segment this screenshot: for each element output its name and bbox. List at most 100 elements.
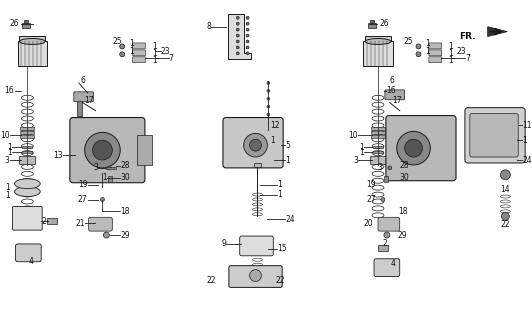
Text: 7: 7 <box>169 54 173 63</box>
FancyBboxPatch shape <box>15 244 41 262</box>
Text: 1: 1 <box>5 191 10 200</box>
Text: 1: 1 <box>129 47 134 56</box>
FancyBboxPatch shape <box>13 206 42 230</box>
Text: 3: 3 <box>94 164 98 172</box>
Text: 4: 4 <box>390 259 395 268</box>
Bar <box>20 127 34 130</box>
Text: 30: 30 <box>400 173 410 182</box>
FancyBboxPatch shape <box>429 57 442 63</box>
Text: 1: 1 <box>522 136 527 145</box>
Text: 30: 30 <box>120 173 130 182</box>
Text: 8: 8 <box>206 22 211 31</box>
Text: 29: 29 <box>398 231 408 240</box>
FancyBboxPatch shape <box>465 108 525 163</box>
Circle shape <box>267 140 270 144</box>
Text: FR.: FR. <box>459 32 476 41</box>
Text: 20: 20 <box>363 219 373 228</box>
Ellipse shape <box>14 179 40 189</box>
Circle shape <box>381 197 385 202</box>
Text: 7: 7 <box>465 54 470 63</box>
Circle shape <box>250 270 261 282</box>
Bar <box>22 146 32 148</box>
Circle shape <box>397 131 430 165</box>
Bar <box>137 135 152 165</box>
Text: 17: 17 <box>85 96 94 105</box>
Circle shape <box>405 139 422 157</box>
Circle shape <box>416 52 421 57</box>
Circle shape <box>384 232 390 238</box>
Text: 5: 5 <box>285 141 290 150</box>
Text: 3: 3 <box>377 164 382 172</box>
FancyBboxPatch shape <box>132 43 145 49</box>
Text: 9: 9 <box>221 239 226 248</box>
Circle shape <box>236 46 239 49</box>
Bar <box>24 20 28 23</box>
Bar <box>363 42 393 66</box>
Circle shape <box>246 28 249 31</box>
Circle shape <box>267 121 270 124</box>
Text: 26: 26 <box>10 19 20 28</box>
Text: 15: 15 <box>277 244 287 253</box>
FancyBboxPatch shape <box>240 236 273 256</box>
Ellipse shape <box>14 187 40 196</box>
Text: 1: 1 <box>277 180 282 189</box>
Bar <box>109 176 112 182</box>
Circle shape <box>103 232 110 238</box>
Text: 1: 1 <box>152 49 156 58</box>
Text: 1: 1 <box>129 39 134 48</box>
Text: 2: 2 <box>41 217 46 226</box>
Text: 26: 26 <box>380 19 389 28</box>
Bar <box>20 36 45 42</box>
Circle shape <box>267 105 270 108</box>
Text: 1: 1 <box>360 148 364 156</box>
Circle shape <box>267 89 270 92</box>
Text: 1: 1 <box>448 42 453 51</box>
FancyBboxPatch shape <box>229 266 282 287</box>
Text: 17: 17 <box>392 96 402 105</box>
Circle shape <box>236 40 239 43</box>
Circle shape <box>236 34 239 37</box>
Text: 1: 1 <box>152 42 156 51</box>
Text: 14: 14 <box>501 185 510 194</box>
Text: 6: 6 <box>81 76 86 85</box>
Text: 4: 4 <box>29 257 34 266</box>
Circle shape <box>246 52 249 55</box>
Polygon shape <box>488 27 508 36</box>
Text: 25: 25 <box>112 37 122 46</box>
FancyBboxPatch shape <box>385 90 405 100</box>
FancyBboxPatch shape <box>378 217 400 231</box>
Bar <box>371 135 385 138</box>
Bar <box>378 245 388 251</box>
Text: 1: 1 <box>426 39 430 48</box>
Bar <box>384 176 388 182</box>
Circle shape <box>236 52 239 55</box>
Text: 3: 3 <box>353 156 358 164</box>
Circle shape <box>246 34 249 37</box>
Circle shape <box>93 140 112 160</box>
Text: 21: 21 <box>75 219 85 228</box>
Text: 22: 22 <box>275 276 285 285</box>
Bar <box>370 156 386 164</box>
Text: 22: 22 <box>501 220 510 229</box>
Text: 16: 16 <box>386 86 395 95</box>
Text: 1: 1 <box>270 136 275 145</box>
Text: 22: 22 <box>206 276 216 285</box>
Circle shape <box>101 197 104 202</box>
Bar <box>371 127 385 130</box>
Bar <box>20 156 35 164</box>
FancyBboxPatch shape <box>429 50 442 56</box>
Circle shape <box>267 129 270 132</box>
Text: 10: 10 <box>348 131 358 140</box>
Text: 1: 1 <box>285 156 290 164</box>
Text: 11: 11 <box>522 121 531 130</box>
Text: 18: 18 <box>120 207 130 216</box>
Text: 1: 1 <box>448 56 453 65</box>
Text: 27: 27 <box>78 195 88 204</box>
FancyBboxPatch shape <box>223 117 283 168</box>
Bar <box>18 42 47 66</box>
Circle shape <box>107 166 111 170</box>
Text: 27: 27 <box>367 195 376 204</box>
Circle shape <box>236 22 239 25</box>
Circle shape <box>236 28 239 31</box>
FancyBboxPatch shape <box>429 43 442 49</box>
